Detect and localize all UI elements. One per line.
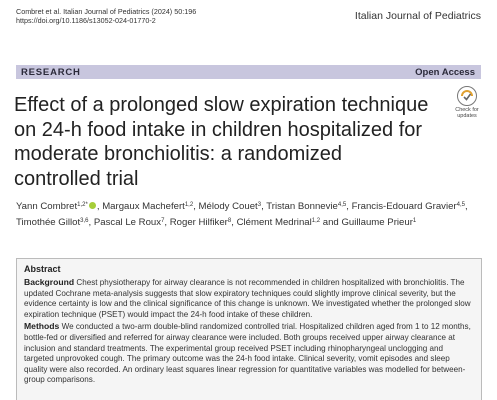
author-affiliation: 8 [227,217,232,224]
abstract-heading: Abstract [24,264,61,274]
background-label: Background [24,277,75,287]
article-title: Effect of a prolonged slow expiration te… [14,94,429,190]
author-name[interactable]: Margaux Machefert [102,201,185,212]
background-text: Chest physiotherapy for airway clearance… [24,278,471,319]
author-name[interactable]: Francis-Edouard Gravier [351,201,457,212]
author-affiliation: 1,2* [77,202,88,208]
check-updates-icon [457,86,477,106]
citation-line: Combret et al. Italian Journal of Pediat… [16,7,197,16]
author-name[interactable]: Timothée Gillot [16,216,81,228]
author-name[interactable]: Tristan Bonnevie [266,201,338,212]
article-type-banner: RESEARCH Open Access [16,65,481,79]
authors-and: and [320,216,342,228]
author-affiliation: 1,2 [311,217,321,224]
author-affiliation: 4,5 [337,202,347,208]
abstract-background: Background Chest physiotherapy for airwa… [24,277,474,320]
abstract-box: Abstract Background Chest physiotherapy … [16,258,482,400]
methods-label: Methods [24,321,60,332]
author-affiliation: 1 [412,217,417,224]
author-affiliation: 3,6 [80,217,89,224]
author-name[interactable]: Yann Combret [16,201,78,212]
author-name[interactable]: Roger Hilfiker [169,216,228,228]
orcid-icon[interactable] [88,202,96,209]
author-name[interactable]: Guillaume Prieur [341,216,413,228]
author-affiliation: 7 [161,217,165,224]
section-label: RESEARCH [21,66,81,78]
author-affiliation: 3 [257,202,262,208]
doi-link[interactable]: https://doi.org/10.1186/s13052-024-01770… [16,16,156,25]
journal-name: Italian Journal of Pediatrics [354,10,481,22]
check-for-updates-button[interactable]: Check for updates [452,86,482,122]
author-affiliation: 4,5 [456,202,465,208]
author-name[interactable]: Mélody Couet [198,201,258,212]
abstract-methods: Methods We conducted a two-arm double-bl… [24,321,474,386]
check-updates-label: Check for updates [455,107,479,119]
author-list: Yann Combret1,2*, Margaux Machefert1,2, … [16,201,468,228]
author-affiliation: 1,2 [184,202,194,208]
author-name[interactable]: Clément Medrinal [236,216,312,228]
author-name[interactable]: Pascal Le Roux [93,216,162,228]
methods-text: We conducted a two-arm double-blind rand… [24,322,471,385]
open-access-label: Open Access [415,66,475,78]
